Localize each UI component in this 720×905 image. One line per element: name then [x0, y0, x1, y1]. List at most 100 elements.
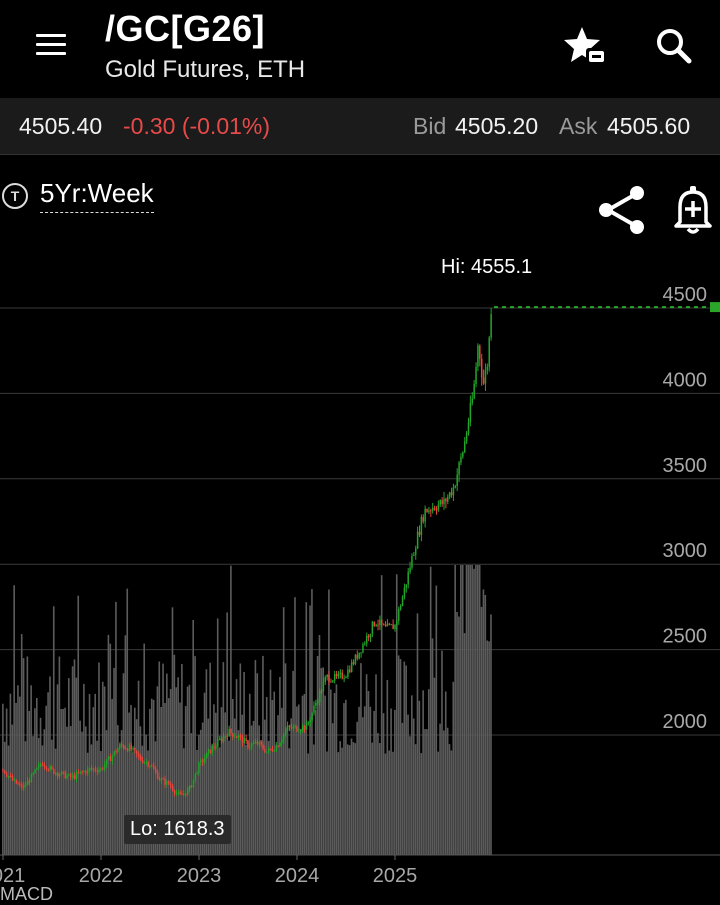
candle-body [15, 779, 17, 784]
candle-body [94, 768, 97, 771]
volume-bar [68, 678, 70, 855]
volume-bar [182, 748, 185, 855]
volume-bar [363, 706, 366, 855]
candle-body [39, 764, 42, 766]
candle-body [398, 609, 400, 621]
menu-button[interactable] [30, 28, 74, 64]
candle-body [6, 773, 8, 777]
quote-bar: 4505.40 -0.30 (-0.01%) Bid 4505.20 Ask 4… [0, 98, 720, 155]
search-button[interactable] [654, 26, 694, 66]
y-tick-label: 2500 [663, 626, 708, 648]
candle-body [137, 754, 140, 757]
candle-body [448, 492, 451, 497]
candle-body [288, 725, 291, 728]
symbol-description: Gold Futures, ETH [105, 56, 306, 83]
volume-bar [117, 725, 119, 855]
volume-bar [454, 565, 456, 855]
volume-bar [186, 686, 189, 855]
volume-bar [286, 728, 289, 855]
timeframe-selector[interactable]: 5Yr:Week [40, 178, 154, 213]
volume-bar [392, 751, 394, 855]
candle-body [87, 768, 89, 774]
volume-bar [373, 710, 375, 855]
price-chart[interactable]: 4500 4000 3500 3000 2500 2000 2021 2022 2023 2024… [0, 240, 720, 884]
candle-body [290, 727, 293, 729]
watchlist-button[interactable] [562, 24, 608, 68]
volume-bar [350, 738, 353, 855]
candle-body [381, 619, 383, 625]
volume-bar [458, 616, 460, 855]
candle-body [117, 748, 119, 753]
volume-bar [431, 638, 434, 855]
candle-body [26, 780, 29, 785]
candle-body [379, 619, 381, 626]
candle-body [77, 772, 80, 774]
candle-body [418, 531, 421, 535]
candle-body [266, 751, 268, 753]
volume-bar [341, 747, 343, 855]
candle-body [226, 735, 229, 737]
volume-bar [307, 753, 309, 855]
candle-body [147, 761, 149, 767]
candle-body [68, 774, 70, 776]
candle-body [328, 674, 330, 682]
volume-bar [113, 667, 115, 855]
volume-bar [377, 733, 379, 855]
volume-bar [181, 663, 183, 855]
candle-body [416, 531, 419, 549]
candle-body [486, 366, 489, 370]
volume-bar [465, 565, 468, 855]
candle-body [463, 441, 466, 453]
volume-bar [247, 739, 249, 855]
candle-body [70, 774, 72, 778]
candle-body [47, 769, 49, 771]
volume-bar [299, 728, 302, 855]
candle-body [7, 775, 10, 777]
candle-body [375, 624, 377, 626]
candle-body [300, 730, 302, 732]
volume-bar [188, 684, 191, 855]
candle-body [194, 773, 196, 780]
candle-body [217, 739, 219, 747]
volume-bar [192, 620, 195, 855]
candle-body [456, 474, 458, 487]
volume-bar [309, 605, 311, 855]
volume-bar [58, 656, 61, 855]
add-alert-button[interactable] [672, 184, 714, 236]
candle-body [335, 674, 338, 677]
candle-body [264, 749, 266, 753]
candle-body [275, 745, 278, 751]
volume-bar [409, 736, 411, 855]
candle-body [200, 760, 202, 763]
x-tick-label: 2024 [275, 865, 320, 884]
volume-bar [190, 733, 193, 855]
candle-body [13, 779, 16, 781]
candle-body [477, 345, 479, 367]
candle-body [337, 673, 340, 677]
volume-bar [284, 663, 287, 855]
symbol-title: /GC[G26] [105, 8, 266, 49]
candle-body [41, 764, 44, 766]
volume-bar [224, 712, 227, 855]
candle-body [60, 771, 63, 775]
volume-bar [201, 722, 204, 855]
volume-bar [124, 635, 127, 855]
share-icon [599, 186, 644, 234]
timeframe-icon[interactable]: T [2, 183, 28, 209]
volume-bar [24, 741, 27, 855]
candle-body [349, 669, 351, 672]
y-tick-label: 4000 [663, 369, 708, 391]
candle-body [109, 756, 112, 762]
volume-bar [54, 748, 57, 855]
candle-body [384, 624, 387, 627]
candle-body [473, 384, 475, 399]
share-button[interactable] [596, 184, 648, 236]
volume-bar [452, 681, 455, 855]
candle-body [332, 680, 334, 682]
candle-body [273, 750, 276, 752]
volume-bar [79, 720, 81, 855]
volume-bar [177, 677, 179, 855]
candle-body [358, 652, 360, 659]
volume-bar [203, 692, 206, 855]
volume-bar [64, 707, 66, 855]
